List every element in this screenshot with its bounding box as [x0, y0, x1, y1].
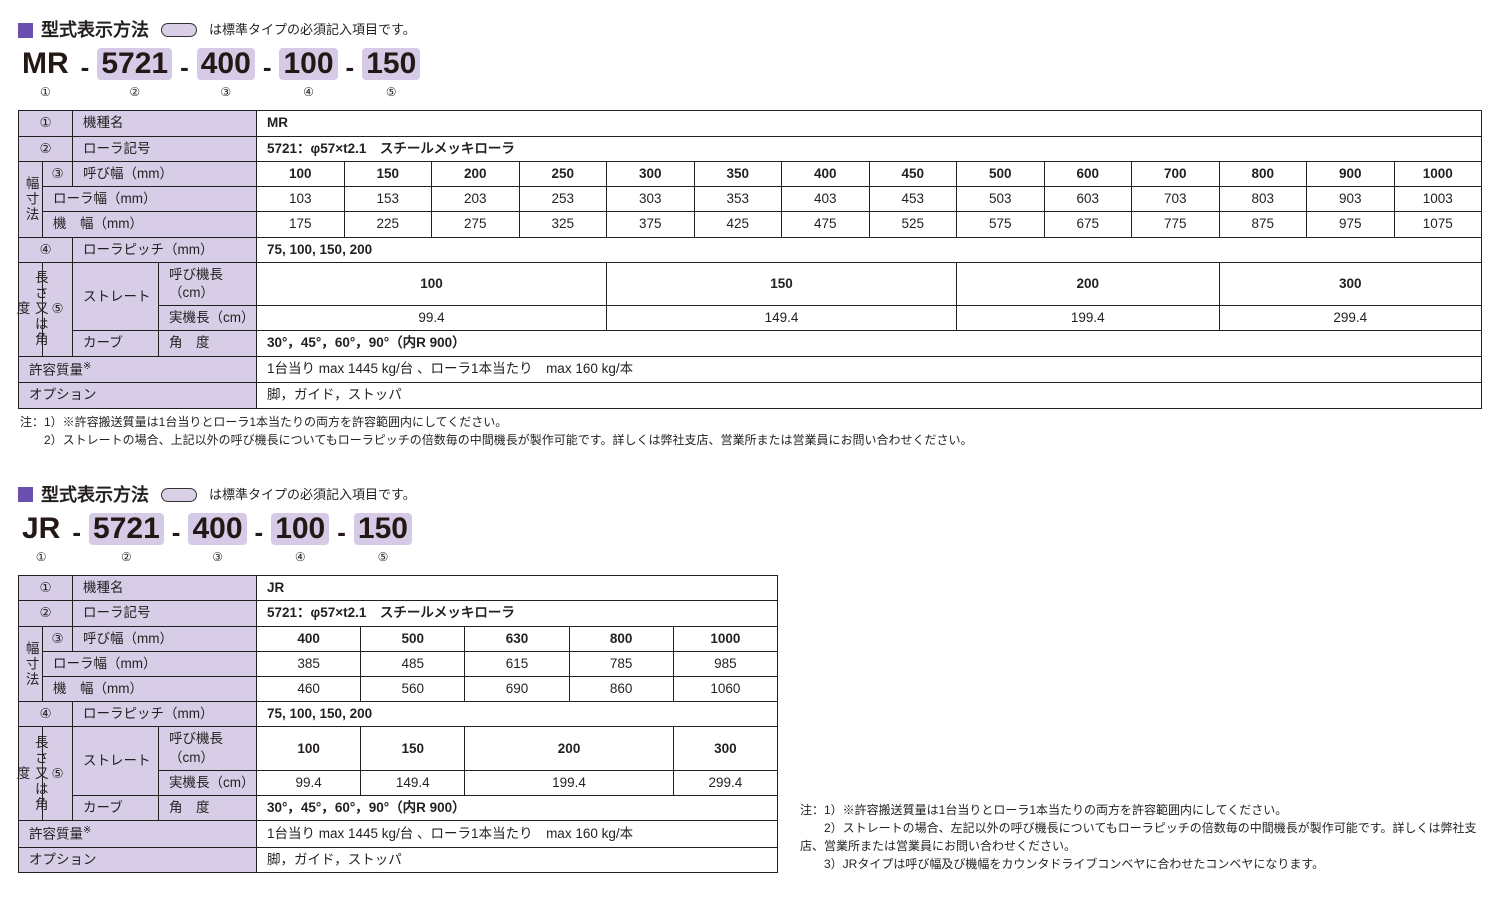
section-mr: 型式表示方法 は標準タイプの必須記入項目です。 MR① - 5721② - 40… — [18, 18, 1482, 449]
label: 呼び機長（cm） — [159, 262, 257, 305]
model-index: ① — [40, 84, 51, 100]
note-line: 2）ストレートの場合、左記以外の呼び機長についてもローラピッチの倍数毎の中間機長… — [800, 819, 1482, 855]
width-cell: 500 — [957, 161, 1045, 186]
width-cell: 350 — [694, 161, 782, 186]
width-cell: 900 — [1307, 161, 1395, 186]
section-heading: 型式表示方法 は標準タイプの必須記入項目です。 — [18, 483, 1482, 507]
note-line: 注：1）※許容搬送質量は1台当りとローラ1本当たりの両方を許容範囲内にしてくださ… — [20, 413, 1482, 431]
label: 機種名 — [73, 111, 257, 136]
model-part: 400 — [188, 513, 246, 545]
model-part: 5721 — [89, 513, 164, 545]
value: 75, 100, 150, 200 — [257, 237, 1482, 262]
square-icon — [18, 23, 33, 38]
label: 機 幅（mm） — [43, 212, 257, 237]
model-part: JR — [18, 513, 64, 545]
width-cell: 100 — [257, 161, 345, 186]
label: ローラ記号 — [73, 136, 257, 161]
cell: 103 — [257, 187, 345, 212]
width-cell: 450 — [869, 161, 957, 186]
heading-sub: は標準タイプの必須記入項目です。 — [209, 21, 416, 39]
row-index: ④ — [19, 237, 73, 262]
model-index: ② — [129, 84, 140, 100]
model-index: ③ — [220, 84, 231, 100]
model-part: 100 — [271, 513, 329, 545]
notes-jr: 注：1）※許容搬送質量は1台当りとローラ1本当たりの両方を許容範囲内にしてくださ… — [798, 801, 1482, 873]
spec-table-mr: ① 機種名 MR ② ローラ記号 5721：φ57×t2.1 スチールメッキロー… — [18, 110, 1482, 408]
pill-icon — [161, 23, 197, 37]
width-cell: 200 — [432, 161, 520, 186]
label: 角 度 — [159, 331, 257, 356]
width-cell: 700 — [1132, 161, 1220, 186]
width-cell: 250 — [519, 161, 607, 186]
model-part: MR — [18, 48, 73, 80]
label-vertical: 長さ又は角度 — [19, 262, 43, 356]
width-cell: 400 — [782, 161, 870, 186]
model-part: 400 — [197, 48, 255, 80]
label: ローラピッチ（mm） — [73, 237, 257, 262]
width-cell: 600 — [1044, 161, 1132, 186]
heading-title: 型式表示方法 — [41, 483, 149, 507]
section-jr: 型式表示方法 は標準タイプの必須記入項目です。 JR① - 5721② - 40… — [18, 483, 1482, 874]
label: ローラ幅（mm） — [43, 187, 257, 212]
heading-title: 型式表示方法 — [41, 18, 149, 42]
label: 許容質量※ — [19, 356, 257, 383]
row-index: ① — [19, 111, 73, 136]
model-index: ④ — [303, 84, 314, 100]
note-line: 注：1）※許容搬送質量は1台当りとローラ1本当たりの両方を許容範囲内にしてくださ… — [800, 801, 1482, 819]
width-cell: 800 — [1219, 161, 1307, 186]
model-index: ⑤ — [386, 84, 397, 100]
note-line: 3）JRタイプは呼び幅及び機幅をカウンタドライブコンベヤに合わせたコンベヤになり… — [800, 855, 1482, 873]
width-cell: 150 — [344, 161, 432, 186]
row-index: ② — [19, 136, 73, 161]
row-index: ③ — [43, 161, 73, 186]
value: 5721：φ57×t2.1 スチールメッキローラ — [257, 136, 1482, 161]
value: 30°，45°，60°，90°（内R 900） — [257, 331, 1482, 356]
value: MR — [257, 111, 1482, 136]
pill-icon — [161, 488, 197, 502]
width-cell: 300 — [607, 161, 695, 186]
square-icon — [18, 487, 33, 502]
model-part: 150 — [354, 513, 412, 545]
model-code-jr: JR① - 5721② - 400③ - 100④ - 150⑤ — [18, 513, 1482, 565]
model-part: 5721 — [97, 48, 172, 80]
model-code-mr: MR① - 5721② - 400③ - 100④ - 150⑤ — [18, 48, 1482, 100]
model-part: 150 — [362, 48, 420, 80]
spec-table-jr: ① 機種名 JR ② ローラ記号 5721：φ57×t2.1 スチールメッキロー… — [18, 575, 778, 873]
heading-sub: は標準タイプの必須記入項目です。 — [209, 486, 416, 504]
label-vertical: 幅寸法 — [19, 161, 43, 237]
notes-mr: 注：1）※許容搬送質量は1台当りとローラ1本当たりの両方を許容範囲内にしてくださ… — [18, 413, 1482, 449]
label: カーブ — [73, 331, 159, 356]
model-part: 100 — [279, 48, 337, 80]
label: 実機長（cm） — [159, 306, 257, 331]
label: ストレート — [73, 262, 159, 331]
section-heading: 型式表示方法 は標準タイプの必須記入項目です。 — [18, 18, 1482, 42]
label: オプション — [19, 383, 257, 408]
label: 呼び幅（mm） — [73, 161, 257, 186]
note-line: 2）ストレートの場合、上記以外の呼び機長についてもローラピッチの倍数毎の中間機長… — [20, 431, 1482, 449]
value: 1台当り max 1445 kg/台 、ローラ1本当たり max 160 kg/… — [257, 356, 1482, 383]
width-cell: 1000 — [1394, 161, 1482, 186]
value: 脚，ガイド，ストッパ — [257, 383, 1482, 408]
